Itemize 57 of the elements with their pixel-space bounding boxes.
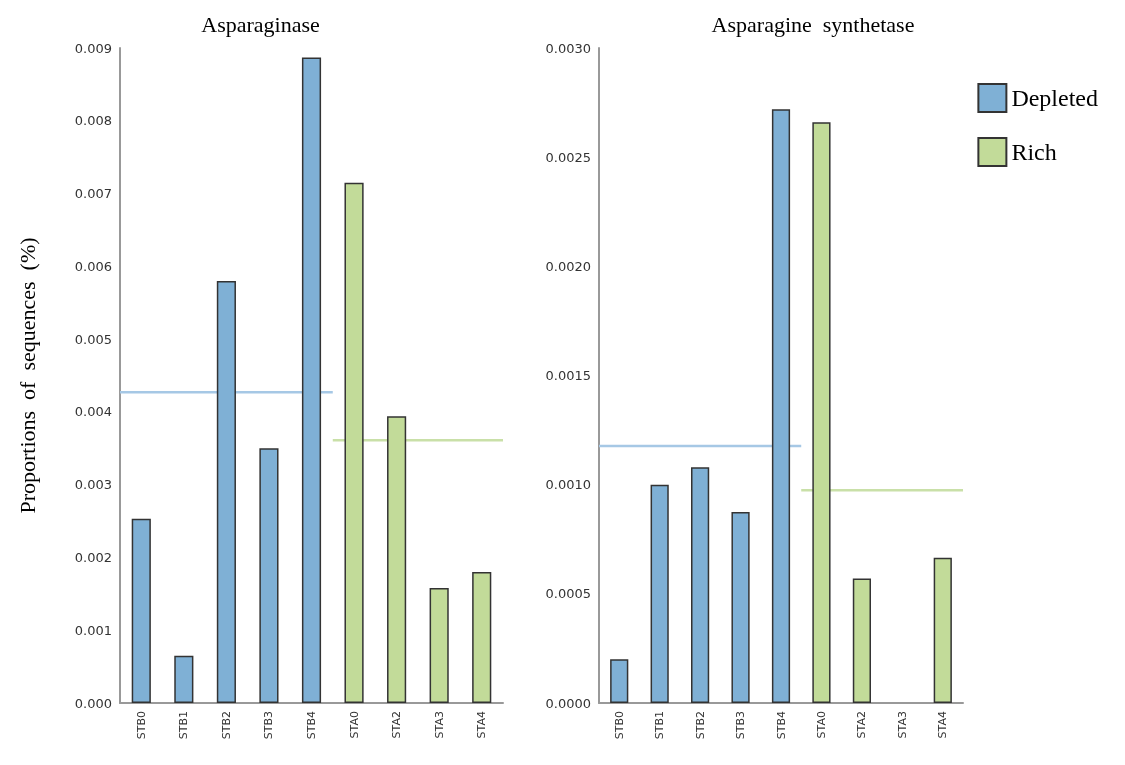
x-tick-label: STA2 xyxy=(855,711,869,739)
bar xyxy=(429,588,449,703)
y-tick-label: 0.002 xyxy=(74,549,112,565)
chart-title: Asparaginase xyxy=(201,11,320,37)
y-tick-label: 0.0010 xyxy=(545,477,591,493)
y-tick-label: 0.0020 xyxy=(545,258,591,274)
x-tick-label: STB4 xyxy=(305,711,318,740)
bar xyxy=(174,655,194,703)
y-tick-label: 0.0015 xyxy=(545,368,591,383)
x-tick-label: STA4 xyxy=(475,711,489,739)
x-tick-label: STB2 xyxy=(693,711,707,740)
x-tick-label: STB4 xyxy=(774,711,788,740)
x-tick-label: STB3 xyxy=(734,711,748,740)
bar xyxy=(852,578,871,703)
y-tick-label: 0.008 xyxy=(74,113,112,129)
x-tick-label: STA0 xyxy=(347,711,361,739)
bar xyxy=(731,511,750,703)
y-tick-label: 0.001 xyxy=(74,622,112,638)
bar xyxy=(933,557,952,703)
bar xyxy=(771,109,791,703)
bar xyxy=(812,122,831,703)
bar xyxy=(610,659,629,703)
y-tick-label: 0.0030 xyxy=(545,40,591,56)
bar xyxy=(472,572,492,703)
y-tick-label: 0.0005 xyxy=(545,586,591,602)
legend-label: Depleted xyxy=(1011,85,1098,111)
y-tick-label: 0.005 xyxy=(74,331,112,347)
y-tick-label: 0.0000 xyxy=(545,695,591,711)
x-tick-label: STB2 xyxy=(219,711,233,740)
y-axis-title: Proportions of sequences (%) xyxy=(14,237,40,514)
bar xyxy=(216,280,236,703)
x-tick-label: STB0 xyxy=(134,711,148,740)
bar xyxy=(344,182,364,703)
y-tick-label: 0.006 xyxy=(74,258,112,274)
bar xyxy=(650,484,669,703)
x-tick-label: STB1 xyxy=(653,711,667,740)
x-tick-label: STA3 xyxy=(895,711,909,739)
bar xyxy=(387,416,407,703)
x-tick-label: STA2 xyxy=(390,711,404,739)
x-tick-label: STB1 xyxy=(177,711,191,740)
x-tick-label: STA3 xyxy=(432,711,446,739)
bar xyxy=(259,448,279,703)
y-tick-label: 0.003 xyxy=(74,477,112,493)
y-tick-label: 0.007 xyxy=(74,186,112,202)
y-tick-label: 0.0025 xyxy=(545,149,591,165)
bar xyxy=(131,518,151,703)
legend-label: Rich xyxy=(1011,139,1057,165)
bar xyxy=(691,467,710,703)
x-tick-label: STB3 xyxy=(262,711,276,740)
y-tick-label: 0.000 xyxy=(74,695,112,711)
bar xyxy=(301,57,322,703)
x-tick-label: STA0 xyxy=(814,711,828,739)
y-tick-label: 0.004 xyxy=(74,404,112,420)
chart-title: Asparagine synthetase xyxy=(711,11,915,37)
x-tick-label: STB0 xyxy=(612,711,626,740)
x-tick-label: STA4 xyxy=(936,711,950,739)
y-tick-label: 0.009 xyxy=(74,40,112,56)
